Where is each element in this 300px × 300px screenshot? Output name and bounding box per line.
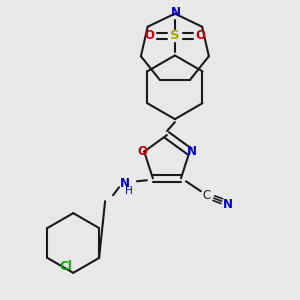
Text: O: O: [196, 29, 206, 42]
Text: N: N: [120, 177, 130, 190]
Text: O: O: [137, 145, 147, 158]
Text: N: N: [223, 198, 233, 211]
Text: S: S: [170, 29, 180, 42]
Text: C: C: [203, 189, 211, 202]
Text: Cl: Cl: [59, 260, 72, 273]
Text: O: O: [144, 29, 154, 42]
Text: N: N: [187, 145, 196, 158]
Text: H: H: [125, 186, 133, 196]
Text: N: N: [171, 6, 181, 19]
